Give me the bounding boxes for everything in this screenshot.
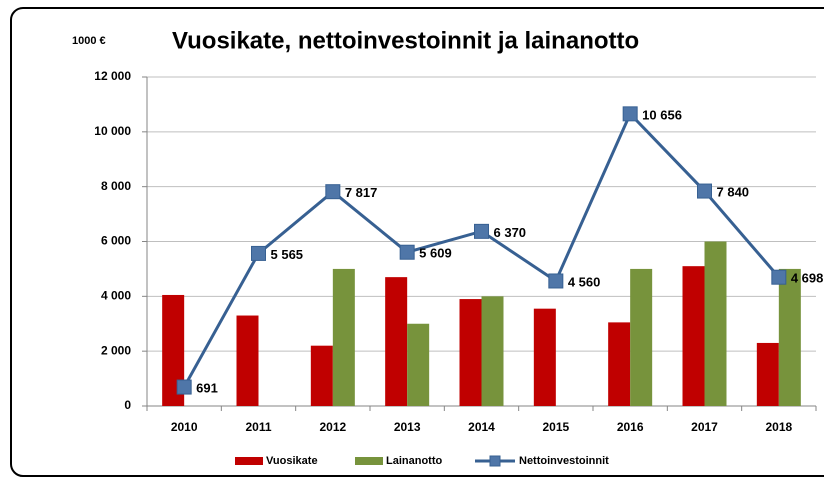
x-tick-label: 2015 bbox=[542, 420, 569, 434]
bar bbox=[756, 342, 779, 406]
marker bbox=[176, 379, 192, 395]
bar bbox=[533, 308, 556, 406]
marker bbox=[474, 223, 489, 239]
legend-label: Vuosikate bbox=[266, 455, 318, 467]
bar bbox=[778, 268, 801, 406]
bar bbox=[162, 294, 185, 406]
legend-label: Lainanotto bbox=[386, 455, 442, 467]
marker bbox=[697, 183, 712, 199]
marker bbox=[399, 244, 415, 260]
data-label: 5 565 bbox=[271, 247, 304, 262]
bar bbox=[310, 345, 333, 406]
bar bbox=[704, 241, 727, 406]
x-tick-label: 2012 bbox=[319, 420, 346, 434]
y-tick-label: 2 000 bbox=[101, 343, 131, 357]
bar bbox=[682, 266, 705, 406]
x-tick-label: 2013 bbox=[394, 420, 421, 434]
bar bbox=[332, 268, 355, 406]
x-tick-label: 2016 bbox=[617, 420, 644, 434]
x-tick-label: 2010 bbox=[171, 420, 198, 434]
bar bbox=[608, 322, 631, 406]
data-label: 7 817 bbox=[345, 185, 378, 200]
legend-swatch bbox=[235, 457, 263, 465]
data-label: 10 656 bbox=[642, 107, 682, 122]
bar bbox=[407, 323, 430, 406]
x-tick-label: 2014 bbox=[468, 420, 495, 434]
y-tick-label: 6 000 bbox=[101, 234, 131, 248]
marker bbox=[622, 106, 638, 122]
legend-label: Nettoinvestoinnit bbox=[519, 455, 609, 467]
bar bbox=[385, 277, 408, 406]
legend-marker bbox=[489, 455, 501, 467]
marker bbox=[771, 269, 787, 285]
marker bbox=[548, 273, 564, 289]
x-tick-label: 2017 bbox=[691, 420, 718, 434]
data-label: 691 bbox=[196, 380, 218, 395]
chart-title: Vuosikate, nettoinvestoinnit ja lainanot… bbox=[172, 27, 639, 54]
x-tick-label: 2018 bbox=[765, 420, 792, 434]
y-tick-label: 4 000 bbox=[101, 289, 131, 303]
marker bbox=[325, 184, 341, 200]
bar bbox=[481, 296, 504, 406]
y-tick-label: 12 000 bbox=[94, 69, 131, 83]
legend-swatch bbox=[355, 457, 383, 465]
bar bbox=[236, 315, 259, 406]
data-label: 4 698 bbox=[791, 271, 824, 286]
data-label: 4 560 bbox=[568, 274, 601, 289]
data-label: 6 370 bbox=[494, 225, 527, 240]
bar bbox=[630, 268, 653, 406]
bar bbox=[459, 299, 482, 406]
y-tick-label: 10 000 bbox=[94, 124, 131, 138]
marker bbox=[251, 245, 266, 261]
data-label: 7 840 bbox=[717, 184, 750, 199]
x-tick-label: 2011 bbox=[245, 420, 271, 434]
y-tick-label: 8 000 bbox=[101, 179, 131, 193]
unit-label: 1000 € bbox=[72, 35, 106, 47]
y-tick-label: 0 bbox=[124, 398, 131, 412]
data-label: 5 609 bbox=[419, 246, 452, 261]
